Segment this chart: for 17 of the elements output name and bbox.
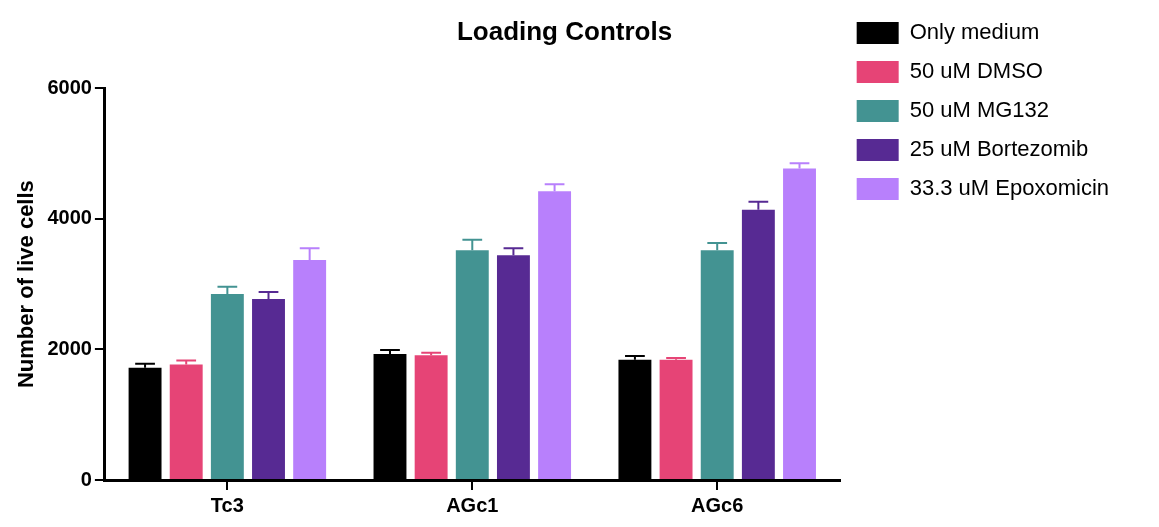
legend-label: 50 uM MG132 [909, 97, 1050, 123]
chart-title: Loading Controls [456, 15, 673, 46]
x-tick-label: AGc1 [446, 493, 499, 516]
legend-label: 50 uM DMSO [909, 58, 1043, 84]
y-axis-title: Number of live cells [13, 180, 39, 389]
bar [659, 359, 693, 479]
bar [414, 355, 448, 479]
x-tick-label: Tc3 [210, 493, 244, 516]
y-tick-label: 0 [80, 467, 92, 490]
legend-label: Only medium [909, 19, 1040, 45]
y-tick-label: 4000 [47, 206, 92, 229]
y-tick-label: 6000 [47, 75, 92, 98]
legend-label: 33.3 uM Epoxomicin [909, 175, 1110, 201]
y-tick-label: 2000 [47, 336, 92, 359]
bar [169, 364, 203, 479]
legend-label: 25 uM Bortezomib [909, 136, 1089, 162]
x-tick-label: AGc6 [691, 493, 744, 516]
